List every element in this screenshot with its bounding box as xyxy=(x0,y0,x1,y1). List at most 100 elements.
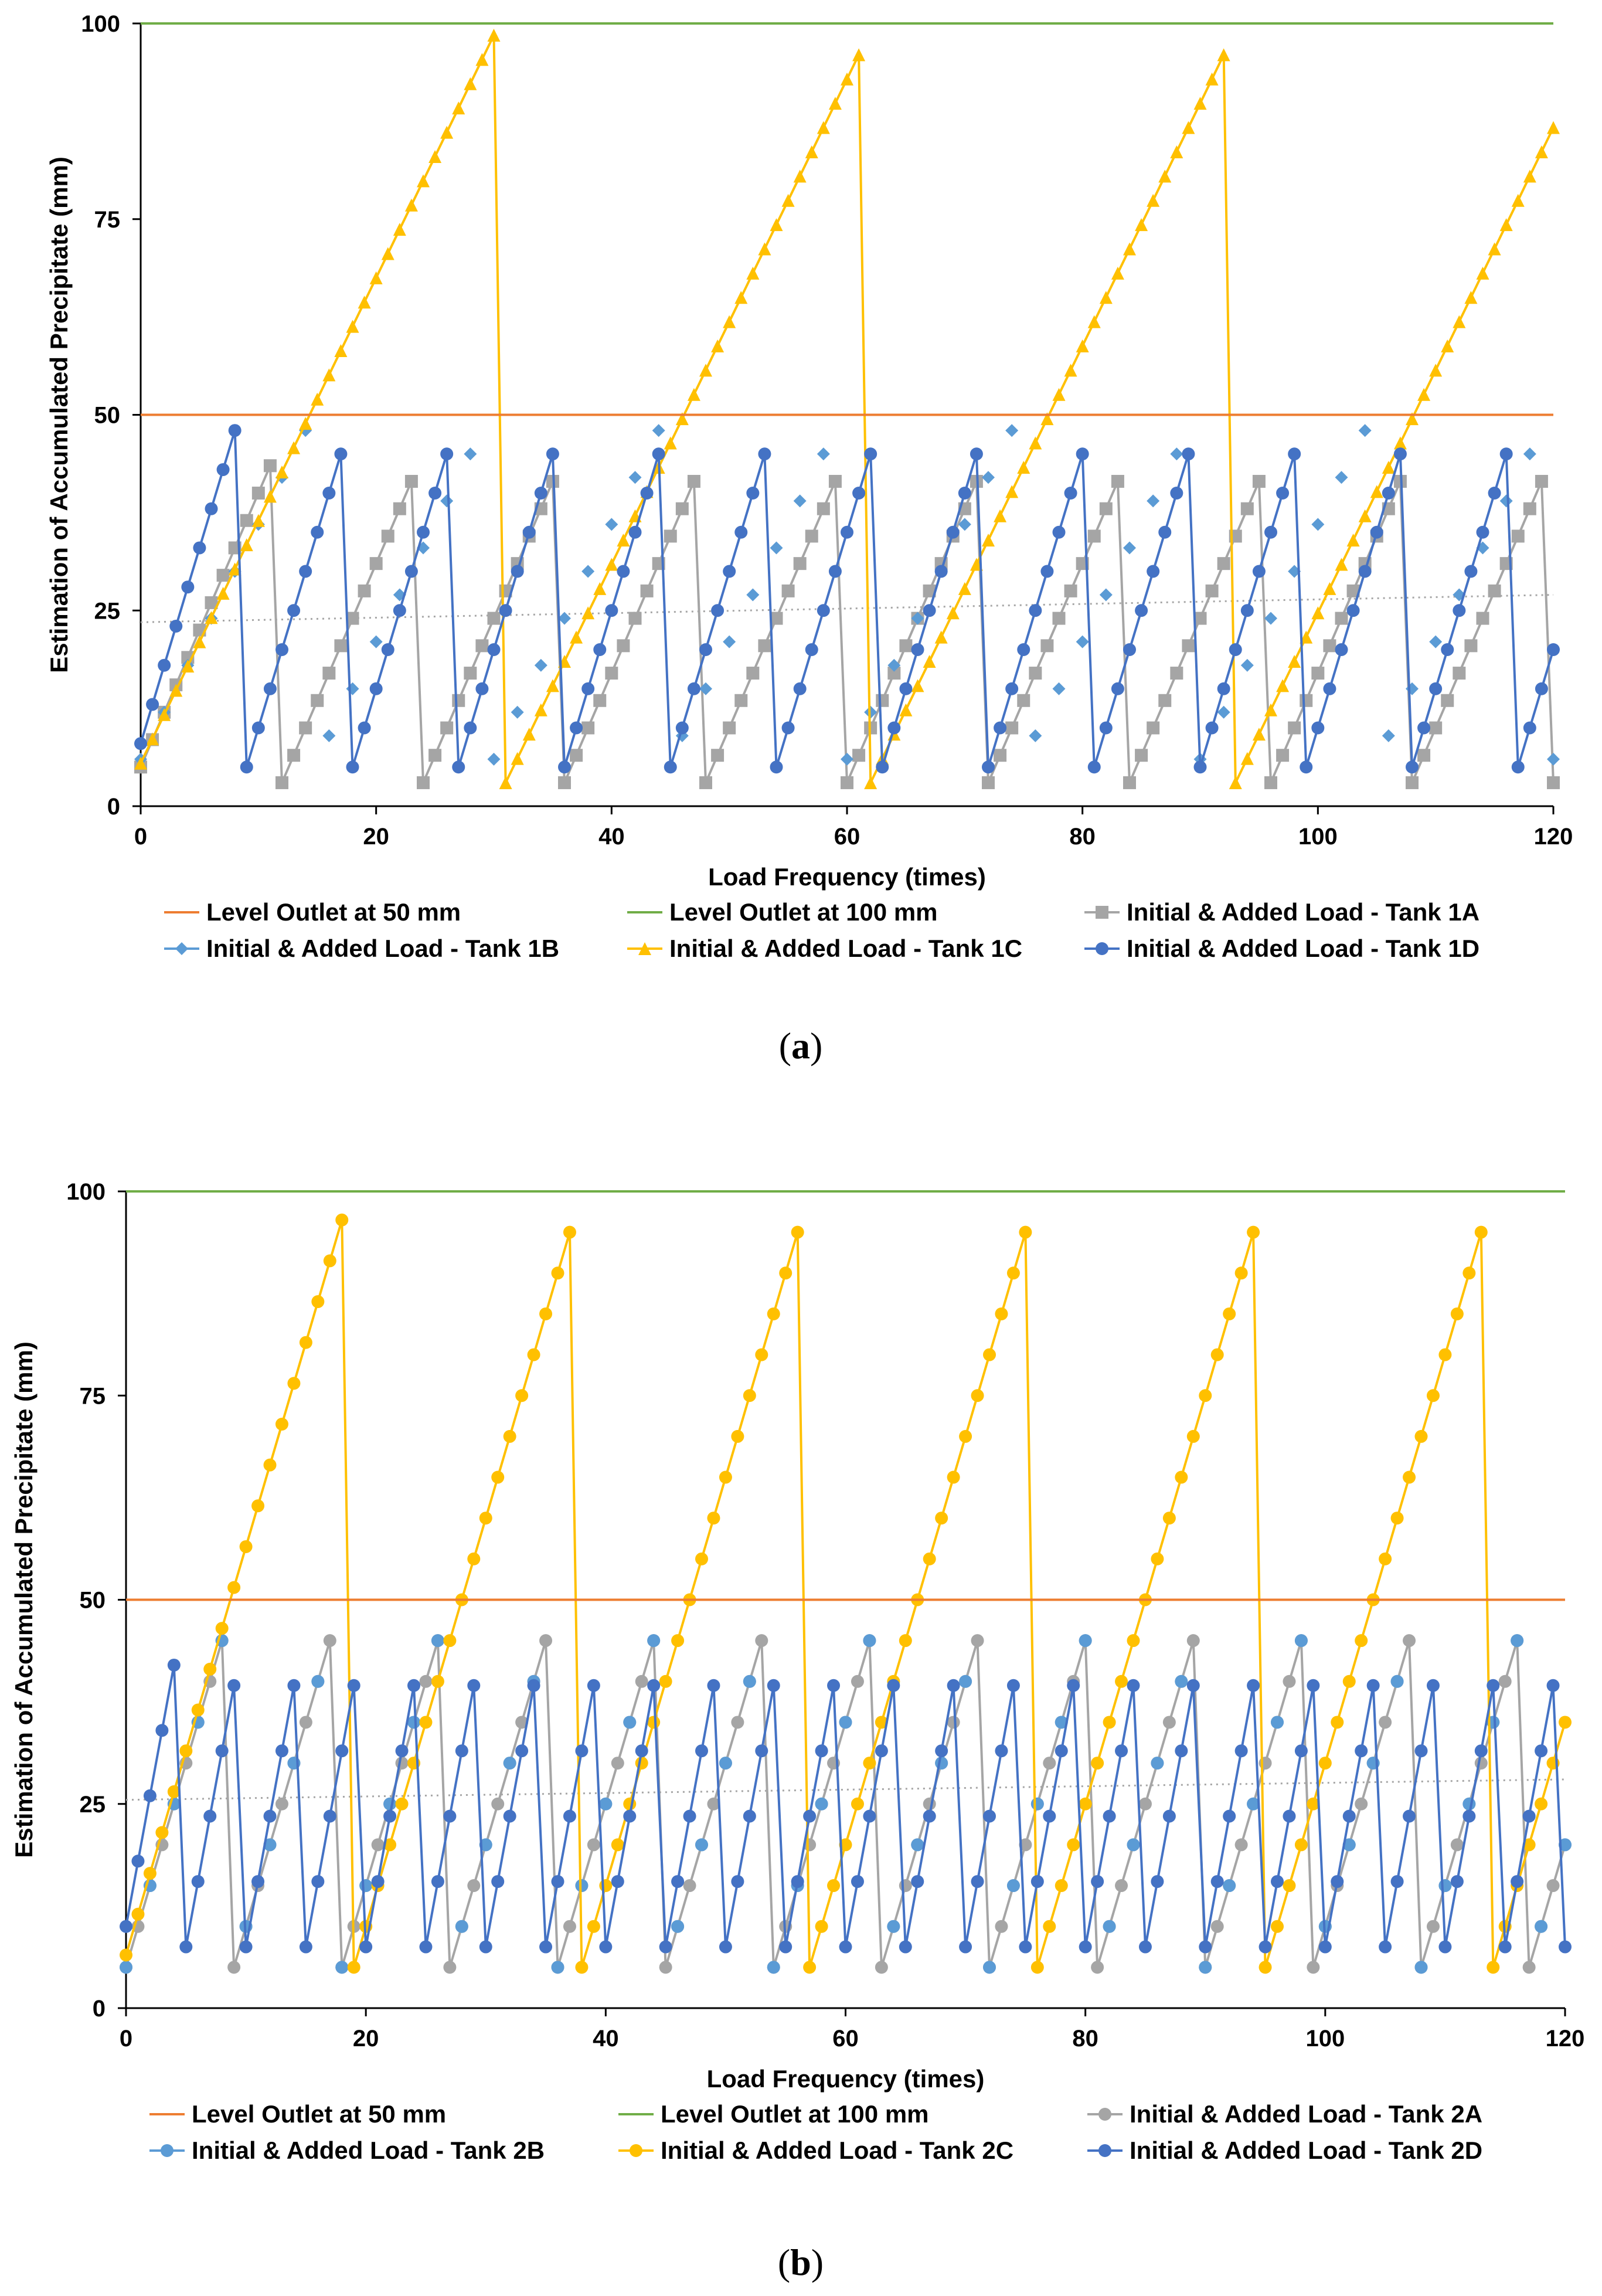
data-point xyxy=(1175,1744,1188,1758)
data-point xyxy=(770,612,783,625)
data-point xyxy=(593,694,607,707)
data-point xyxy=(699,364,712,377)
data-point xyxy=(1103,1920,1116,1933)
data-point xyxy=(1276,749,1290,762)
data-point xyxy=(711,339,725,353)
data-point xyxy=(227,1961,241,1974)
data-point xyxy=(1064,364,1077,377)
data-point xyxy=(1462,1797,1476,1811)
data-point xyxy=(1223,1307,1236,1320)
data-point xyxy=(851,1797,864,1811)
data-point xyxy=(1276,487,1290,500)
data-point xyxy=(734,525,748,539)
y-tick-label: 25 xyxy=(80,1792,106,1818)
data-point xyxy=(263,1809,277,1823)
data-point xyxy=(779,1940,793,1954)
x-tick-label: 0 xyxy=(134,824,147,850)
data-point xyxy=(1417,721,1431,735)
data-point xyxy=(371,1838,385,1852)
data-point xyxy=(864,776,877,789)
data-point xyxy=(558,776,571,789)
data-point xyxy=(263,459,277,473)
data-point xyxy=(1162,1716,1176,1729)
data-point xyxy=(699,776,712,789)
data-point xyxy=(817,604,830,617)
data-point xyxy=(1429,364,1443,377)
data-point xyxy=(1429,721,1443,735)
data-point xyxy=(558,612,571,625)
data-point xyxy=(1382,729,1395,742)
data-point xyxy=(1019,1838,1032,1852)
data-point xyxy=(1464,291,1478,304)
data-point xyxy=(779,1266,793,1280)
legend-label: Level Outlet at 50 mm xyxy=(192,2100,446,2128)
data-point xyxy=(1288,447,1301,461)
data-point xyxy=(1079,1940,1092,1954)
data-point xyxy=(581,606,595,620)
data-point xyxy=(675,721,689,735)
data-point xyxy=(134,756,147,770)
data-point xyxy=(1307,1797,1320,1811)
data-point xyxy=(1193,760,1207,774)
data-point xyxy=(1414,1744,1428,1758)
data-point xyxy=(395,1744,409,1758)
data-point xyxy=(581,682,595,695)
data-point xyxy=(746,266,760,280)
data-point xyxy=(527,1348,540,1361)
data-point xyxy=(158,658,171,672)
data-point xyxy=(1476,612,1489,625)
data-point xyxy=(791,1225,804,1239)
data-point xyxy=(593,643,607,656)
data-point xyxy=(841,776,853,789)
data-point xyxy=(1079,1634,1092,1648)
series-initial-added-load-tank-1b xyxy=(134,424,1560,766)
data-point xyxy=(828,474,842,488)
data-point xyxy=(723,635,736,648)
data-point xyxy=(299,565,312,578)
data-point xyxy=(731,1875,744,1889)
data-point xyxy=(1498,1940,1512,1954)
data-point xyxy=(863,1757,876,1770)
data-point xyxy=(887,658,901,672)
legend-swatch-marker xyxy=(1096,942,1108,955)
data-point xyxy=(1111,266,1124,280)
data-point xyxy=(193,541,206,555)
data-point xyxy=(1067,1838,1080,1852)
data-point xyxy=(1546,1879,1560,1893)
data-point xyxy=(839,1940,852,1954)
data-point xyxy=(417,174,430,188)
data-point xyxy=(659,1940,672,1954)
data-point xyxy=(479,1940,492,1954)
data-point xyxy=(1355,1634,1368,1648)
data-point xyxy=(719,1470,732,1484)
data-point xyxy=(947,1679,960,1692)
legend-label: Initial & Added Load - Tank 1A xyxy=(1127,898,1479,926)
data-point xyxy=(263,490,277,503)
data-point xyxy=(781,584,795,597)
series-initial-added-load-tank-1a xyxy=(134,459,1560,789)
data-point xyxy=(767,1307,780,1320)
data-point xyxy=(575,1879,589,1893)
data-point xyxy=(1019,1940,1032,1954)
data-point xyxy=(863,1809,876,1823)
data-point xyxy=(419,1675,433,1688)
data-point xyxy=(1511,760,1525,774)
data-point xyxy=(1199,1940,1212,1954)
data-point xyxy=(1307,1679,1320,1692)
data-point xyxy=(887,1679,900,1692)
data-point xyxy=(1546,1679,1560,1692)
data-point xyxy=(587,1920,600,1933)
legend-item: Initial & Added Load - Tank 1A xyxy=(1084,898,1479,926)
data-point xyxy=(203,1809,217,1823)
x-tick-label: 40 xyxy=(598,824,625,850)
data-point xyxy=(443,1809,457,1823)
data-point xyxy=(611,1875,624,1889)
data-point xyxy=(1294,1744,1308,1758)
data-point xyxy=(205,611,218,624)
data-point xyxy=(499,604,512,617)
data-point xyxy=(239,1940,253,1954)
data-point xyxy=(251,1875,265,1889)
data-point xyxy=(1170,145,1183,158)
data-point xyxy=(334,447,348,461)
data-point xyxy=(404,198,418,212)
